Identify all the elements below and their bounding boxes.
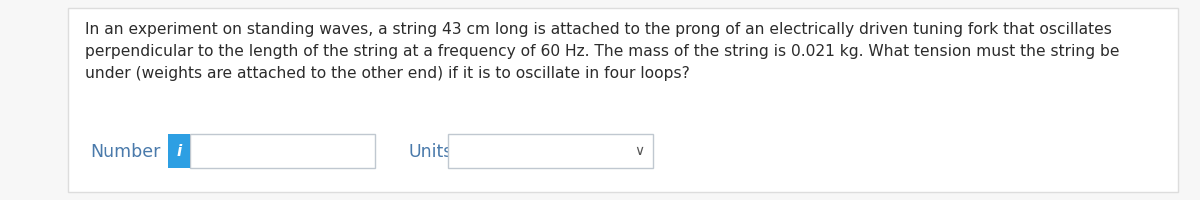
Text: ∨: ∨ [634, 144, 644, 158]
FancyBboxPatch shape [168, 134, 190, 168]
Text: Units: Units [408, 143, 452, 161]
FancyBboxPatch shape [448, 134, 653, 168]
FancyBboxPatch shape [190, 134, 374, 168]
FancyBboxPatch shape [68, 8, 1178, 192]
Text: In an experiment on standing waves, a string 43 cm long is attached to the prong: In an experiment on standing waves, a st… [85, 22, 1120, 81]
Text: i: i [176, 144, 181, 158]
Text: Number: Number [90, 143, 161, 161]
